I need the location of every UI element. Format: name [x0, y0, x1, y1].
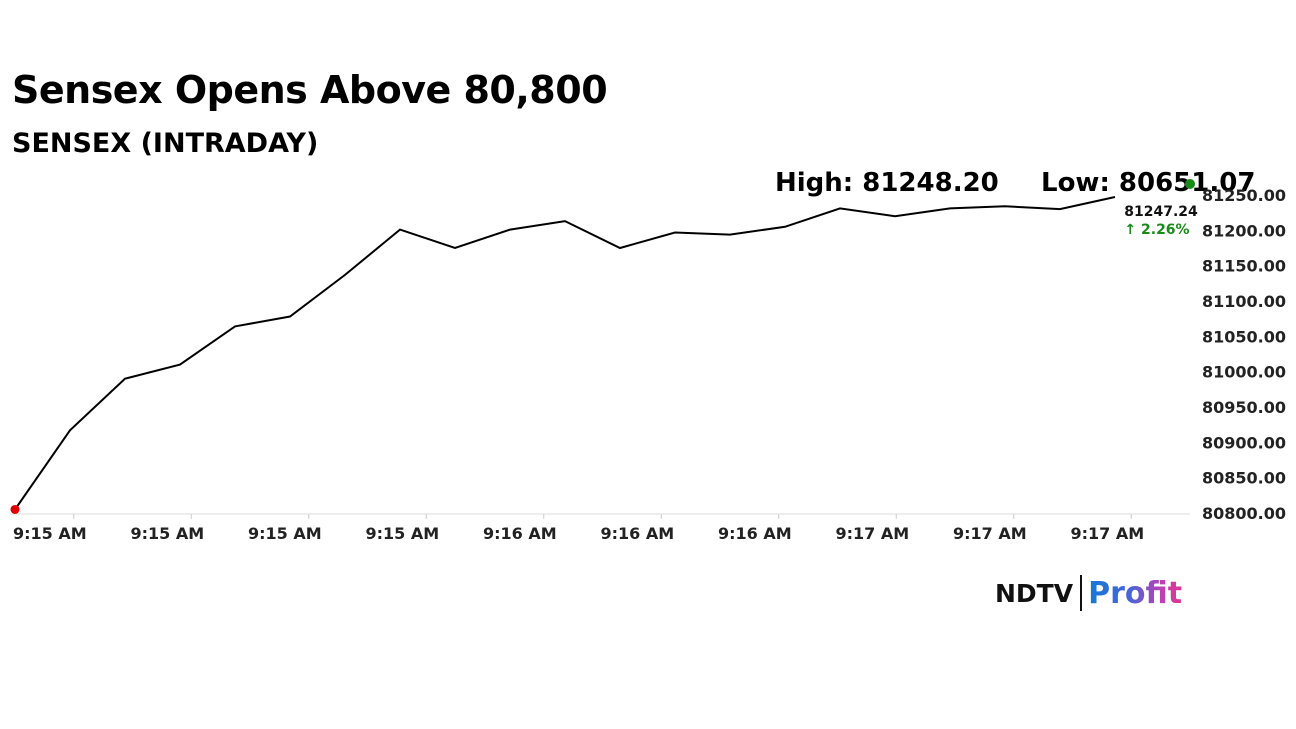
series-line: [14, 196, 1116, 511]
x-tick-label: 9:17 AM: [1071, 524, 1145, 543]
brand-ndtv: NDTV: [995, 578, 1074, 608]
chart-subtitle: SENSEX (INTRADAY): [12, 128, 319, 159]
x-tick-label: 9:17 AM: [836, 524, 910, 543]
change-percent-label: ↑ 2.26%: [1124, 222, 1189, 238]
x-tick-label: 9:17 AM: [953, 524, 1027, 543]
x-tick-label: 9:15 AM: [248, 524, 322, 543]
brand-separator: [1080, 575, 1083, 611]
y-tick-label: 81250.00: [1202, 186, 1286, 205]
chart-title: Sensex Opens Above 80,800: [12, 68, 608, 112]
x-tick-label: 9:16 AM: [718, 524, 792, 543]
y-tick-label: 80950.00: [1202, 398, 1286, 417]
last-value-label: 81247.24: [1124, 204, 1198, 220]
y-tick-label: 81000.00: [1202, 363, 1286, 382]
y-tick-label: 80800.00: [1202, 504, 1286, 523]
y-tick-label: 81200.00: [1202, 221, 1286, 240]
ndtv-profit-logo: NDTV Profit: [995, 570, 1182, 616]
end-marker: [1185, 178, 1195, 189]
y-tick-label: 81100.00: [1202, 292, 1286, 311]
y-tick-label: 81050.00: [1202, 327, 1286, 346]
low-stat: Low: 80651.07: [1041, 168, 1256, 198]
y-tick-label: 80850.00: [1202, 469, 1286, 488]
x-tick-label: 9:15 AM: [131, 524, 205, 543]
x-tick-label: 9:16 AM: [483, 524, 557, 543]
x-tick-label: 9:15 AM: [366, 524, 440, 543]
high-stat: High: 81248.20: [775, 168, 999, 198]
brand-profit: Profit: [1088, 575, 1183, 611]
y-tick-label: 80900.00: [1202, 433, 1286, 452]
x-tick-label: 9:16 AM: [601, 524, 675, 543]
y-tick-label: 81150.00: [1202, 257, 1286, 276]
x-tick-label: 9:15 AM: [13, 524, 87, 543]
start-marker: [10, 504, 20, 514]
